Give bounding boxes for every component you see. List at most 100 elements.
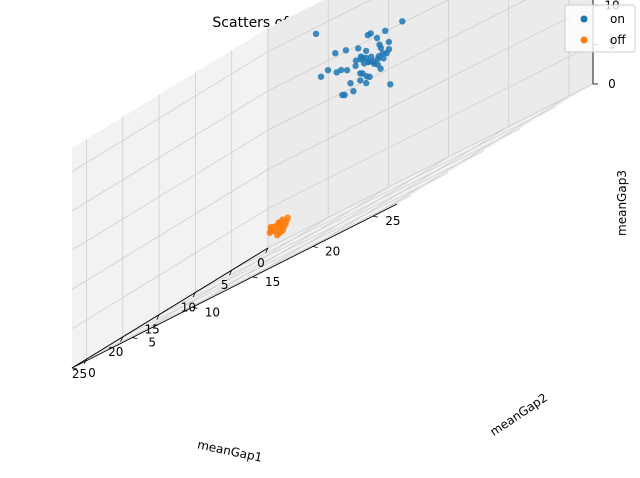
z-gridline-back bbox=[267, 0, 372, 52]
y-tick-label: 20 bbox=[325, 245, 340, 259]
data-point-on bbox=[385, 38, 393, 46]
data-point-on bbox=[333, 69, 340, 76]
left-wall-pane bbox=[72, 28, 268, 368]
y-tick-mark bbox=[192, 306, 198, 309]
data-point-off bbox=[284, 214, 291, 221]
data-point-on bbox=[364, 32, 371, 39]
y-tick-mark bbox=[132, 337, 138, 339]
y-tick-label: 5 bbox=[148, 336, 156, 350]
y-tick-label: 15 bbox=[265, 275, 280, 289]
x-tick-label: 0 bbox=[257, 256, 265, 270]
x-tick-mark bbox=[156, 314, 160, 320]
y-tick-mark bbox=[372, 215, 378, 218]
z-gridline-back bbox=[267, 0, 527, 131]
y-gridline-floor bbox=[252, 156, 449, 278]
series-on bbox=[312, 18, 406, 99]
axes-panes bbox=[72, 0, 593, 368]
z-gridline-back bbox=[267, 83, 594, 249]
y-gridline-floor bbox=[312, 126, 509, 247]
x-gridline-floor bbox=[86, 194, 412, 360]
data-point-on bbox=[373, 34, 381, 42]
data-point-on bbox=[363, 73, 370, 80]
data-point-on bbox=[355, 45, 362, 52]
data-point-on bbox=[363, 79, 370, 87]
legend-label-off: off bbox=[610, 33, 626, 47]
y-tick-mark bbox=[312, 246, 318, 248]
y-axis-line bbox=[71, 203, 398, 369]
y-tick-label: 10 bbox=[205, 305, 220, 319]
axes-grid bbox=[71, 0, 594, 369]
data-point-on bbox=[374, 61, 381, 68]
x-tick-label: 5 bbox=[221, 278, 229, 292]
data-point-on bbox=[347, 80, 354, 87]
x-gridline-floor bbox=[195, 128, 521, 293]
data-point-on bbox=[352, 62, 359, 70]
data-point-on bbox=[362, 47, 370, 55]
z-gridline-left bbox=[71, 208, 269, 330]
data-point-on bbox=[357, 56, 365, 63]
legend-marker-on bbox=[580, 15, 588, 23]
x-tick-mark bbox=[120, 336, 124, 342]
z-gridline-left bbox=[71, 90, 269, 212]
data-point-on bbox=[332, 50, 339, 57]
axes-ticks: 051015202505101520250510152025 bbox=[72, 0, 620, 381]
data-point-on bbox=[343, 67, 351, 74]
data-point-on bbox=[385, 46, 393, 53]
x-tick-label: 10 bbox=[181, 300, 196, 314]
y-axis-label: meanGap2 bbox=[488, 390, 550, 438]
y-gridline-floor bbox=[131, 217, 329, 338]
data-point-on bbox=[377, 44, 385, 52]
data-point-on bbox=[352, 57, 360, 64]
data-point-on bbox=[375, 53, 383, 60]
data-point-on bbox=[339, 91, 346, 99]
data-point-on bbox=[312, 30, 320, 37]
x-tick-mark bbox=[265, 247, 269, 253]
z-gridline-left bbox=[71, 51, 269, 172]
y-gridline-floor bbox=[372, 95, 570, 217]
x-tick-label: 20 bbox=[108, 345, 123, 359]
data-point-off bbox=[268, 226, 275, 233]
back-wall-pane bbox=[268, 0, 593, 248]
x-tick-mark bbox=[83, 358, 87, 364]
data-point-on bbox=[357, 77, 364, 84]
legend: on off bbox=[564, 4, 636, 53]
data-point-on bbox=[357, 70, 364, 77]
y-tick-label: 0 bbox=[88, 366, 96, 380]
data-point-on bbox=[382, 27, 389, 34]
data-point-on bbox=[387, 81, 394, 88]
data-point-on bbox=[362, 54, 370, 61]
z-tick-label: 0 bbox=[608, 77, 616, 91]
scatter-points bbox=[266, 18, 406, 239]
x-tick-mark bbox=[229, 270, 233, 276]
data-point-on bbox=[324, 67, 332, 74]
z-gridline-left bbox=[71, 169, 269, 290]
series-off bbox=[266, 214, 291, 239]
legend-marker-off bbox=[580, 36, 588, 44]
x-gridline-floor bbox=[122, 172, 448, 338]
x-tick-label: 15 bbox=[144, 323, 159, 337]
y-tick-mark bbox=[252, 276, 258, 279]
z-gridline-back bbox=[267, 44, 594, 210]
z-axis-label: meanGap3 bbox=[615, 170, 629, 236]
data-point-off bbox=[279, 221, 287, 228]
x-tick-mark bbox=[192, 292, 196, 298]
data-point-off bbox=[274, 225, 281, 232]
y-tick-mark bbox=[71, 367, 78, 370]
x-axis-line bbox=[71, 247, 269, 369]
z-gridline-back bbox=[267, 5, 594, 170]
x-axis-label: meanGap1 bbox=[196, 437, 263, 464]
z-gridline-back bbox=[267, 0, 450, 92]
data-point-on bbox=[399, 18, 406, 25]
x-tick-label: 25 bbox=[72, 367, 87, 381]
data-point-on bbox=[317, 73, 325, 80]
data-point-on bbox=[350, 88, 357, 95]
x-gridline-floor bbox=[231, 105, 557, 271]
x-gridline-floor bbox=[158, 150, 485, 316]
z-gridline-left bbox=[71, 129, 269, 251]
data-point-on bbox=[342, 47, 350, 54]
y-gridline-floor bbox=[192, 186, 389, 308]
data-point-on bbox=[368, 53, 375, 60]
legend-label-on: on bbox=[610, 12, 625, 26]
y-tick-label: 25 bbox=[385, 214, 400, 228]
